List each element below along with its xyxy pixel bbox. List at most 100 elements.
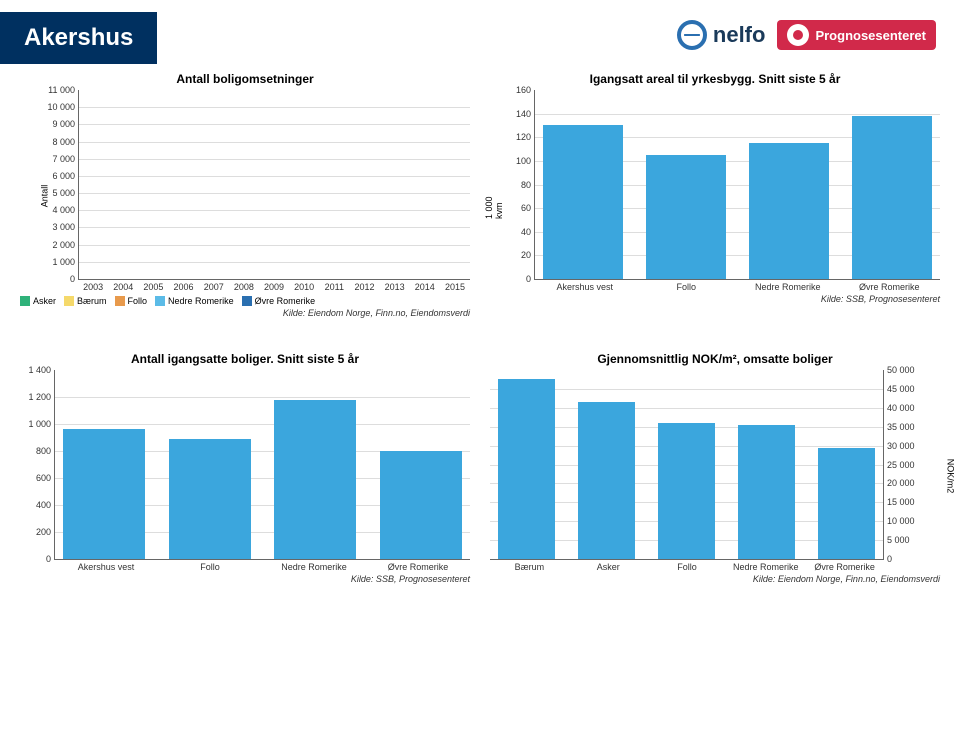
chart-boligomsetninger: Antall boligomsetninger Antall 01 0002 0… [20,72,470,342]
y-tick: 1 200 [28,392,55,402]
x-tick-label: Nedre Romerike [262,562,366,572]
chart-title: Igangsatt areal til yrkesbygg. Snitt sis… [490,72,940,86]
logo-bar: nelfo Prognosesenteret [677,20,936,50]
bar [738,425,795,559]
y-axis-label: Antall [40,185,50,208]
legend-label: Nedre Romerike [168,296,234,306]
x-tick-label: Nedre Romerike [726,562,805,572]
legend-swatch [115,296,125,306]
x-tick-label: Akershus vest [54,562,158,572]
y-tick: 140 [516,109,535,119]
y-tick: 50 000 [883,365,915,375]
y-tick: 45 000 [883,384,915,394]
logo-nelfo-text: nelfo [713,22,766,48]
x-axis-labels: 2003200420052006200720082009201020112012… [78,282,470,292]
chart-title: Gjennomsnittlig NOK/m², omsatte boliger [490,352,940,366]
y-tick: 1 000 [52,257,79,267]
chart-source: Kilde: Eiendom Norge, Finn.no, Eiendomsv… [490,574,940,584]
bar [658,423,715,559]
y-tick: 15 000 [883,497,915,507]
y-tick: 4 000 [52,205,79,215]
bar [818,448,875,560]
chart-source: Kilde: SSB, Prognosesenteret [490,294,940,304]
chart-title: Antall igangsatte boliger. Snitt siste 5… [20,352,470,366]
x-axis-labels: Akershus vestFolloNedre RomerikeØvre Rom… [534,282,940,292]
y-tick: 20 [521,250,535,260]
y-tick: 600 [36,473,55,483]
prognosesenteret-icon [787,24,809,46]
chart-legend: AskerBærumFolloNedre RomerikeØvre Romeri… [20,296,470,306]
x-tick-label: 2015 [440,282,470,292]
chart-nok-m2: Gjennomsnittlig NOK/m², omsatte boliger … [490,352,940,622]
plot-area: 02004006008001 0001 2001 400 [54,370,470,560]
logo-nelfo: nelfo [677,20,766,50]
y-tick: 11 000 [48,85,79,95]
y-tick: 0 [70,274,79,284]
y-tick: 120 [516,132,535,142]
y-tick: 35 000 [883,422,915,432]
x-tick-label: 2007 [199,282,229,292]
y-tick: 200 [36,527,55,537]
legend-swatch [155,296,165,306]
y-tick: 0 [526,274,535,284]
y-tick: 80 [521,180,535,190]
y-tick: 160 [516,85,535,95]
y-tick: 1 000 [28,419,55,429]
bar [578,402,635,559]
x-tick-label: 2006 [168,282,198,292]
bar [749,143,829,279]
x-tick-label: Follo [636,282,738,292]
legend-item: Bærum [64,296,107,306]
y-tick: 40 [521,227,535,237]
bar [852,116,932,279]
y-axis-label: NOK/m2 [946,459,956,494]
y-tick: 7 000 [52,154,79,164]
x-tick-label: Follo [158,562,262,572]
x-tick-label: Bærum [490,562,569,572]
x-tick-label: 2004 [108,282,138,292]
x-tick-label: Øvre Romerike [805,562,884,572]
bar [646,155,726,279]
x-tick-label: 2010 [289,282,319,292]
bar [380,451,462,559]
logo-prognosesenteret: Prognosesenteret [777,20,936,50]
plot-area: 05 00010 00015 00020 00025 00030 00035 0… [490,370,884,560]
y-tick: 800 [36,446,55,456]
legend-label: Asker [33,296,56,306]
legend-item: Nedre Romerike [155,296,234,306]
y-tick: 1 400 [28,365,55,375]
plot-area: 01 0002 0003 0004 0005 0006 0007 0008 00… [78,90,470,280]
chart-source: Kilde: Eiendom Norge, Finn.no, Eiendomsv… [20,308,470,318]
dashboard-grid: Antall boligomsetninger Antall 01 0002 0… [0,72,960,622]
x-tick-label: 2012 [349,282,379,292]
x-tick-label: 2011 [319,282,349,292]
legend-item: Asker [20,296,56,306]
bar [169,439,251,559]
y-tick: 0 [46,554,55,564]
legend-label: Øvre Romerike [255,296,316,306]
y-tick: 40 000 [883,403,915,413]
bar [498,379,555,559]
y-tick: 8 000 [52,137,79,147]
legend-swatch [242,296,252,306]
y-tick: 100 [516,156,535,166]
y-tick: 10 000 [47,102,79,112]
y-tick: 3 000 [52,222,79,232]
chart-igangsatte-boliger: Antall igangsatte boliger. Snitt siste 5… [20,352,470,622]
x-tick-label: 2005 [138,282,168,292]
plot-area: 020406080100120140160 [534,90,940,280]
x-tick-label: Nedre Romerike [737,282,839,292]
nelfo-icon [677,20,707,50]
bar [274,400,356,559]
bar [63,429,145,559]
bar [543,125,623,279]
x-tick-label: Øvre Romerike [839,282,941,292]
x-tick-label: 2013 [380,282,410,292]
legend-item: Øvre Romerike [242,296,316,306]
logo-prog-text: Prognosesenteret [815,28,926,43]
chart-yrkesbygg: Igangsatt areal til yrkesbygg. Snitt sis… [490,72,940,342]
y-tick: 25 000 [883,460,915,470]
y-tick: 5 000 [883,535,910,545]
y-tick: 60 [521,203,535,213]
legend-swatch [20,296,30,306]
